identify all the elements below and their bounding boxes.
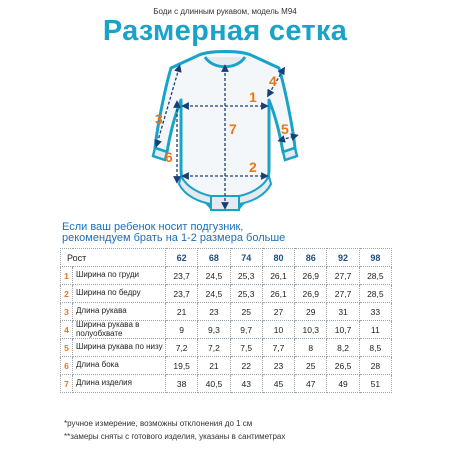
table-cell: 24,5 (197, 284, 231, 303)
product-subtitle: Боди с длинным рукавом, модель М94 (153, 7, 297, 16)
table-cell: 8,2 (326, 338, 360, 357)
table-cell: 7,5 (229, 338, 263, 357)
table-cell: 9 (164, 320, 199, 339)
diagram-label-5: 5 (281, 121, 289, 137)
right-cuff (281, 146, 299, 162)
table-row: 1 Ширина по груди 23,7 24,5 25,3 26,1 26,9 27,7… (60, 266, 393, 285)
table-cell: 49 (326, 374, 360, 393)
table-cell: 24,5 (197, 266, 231, 285)
row-label: Ширина по груди (72, 266, 166, 285)
table-cell: 23 (261, 356, 296, 375)
table-cell: 10,3 (294, 320, 328, 339)
table-row: 6 Длина бока 19,5 21 22 23 25 26,5 28 (60, 356, 393, 375)
bodysuit-diagram: 1 2 3 4 5 6 7 (151, 50, 299, 211)
table-cell: 25 (229, 302, 263, 321)
table-cell: 26,1 (261, 284, 296, 303)
table-cell: 7,2 (164, 338, 199, 357)
table-cell: 25,3 (229, 284, 263, 303)
table-cell: 10 (261, 320, 296, 339)
table-row: 3 Длина рукава 21 23 25 27 29 31 33 (60, 302, 393, 321)
table-cell: 43 (229, 374, 263, 393)
table-cell: 26,9 (294, 266, 328, 285)
size-header-row: Рост 62 68 74 80 86 92 98 (60, 248, 393, 267)
table-cell: 33 (358, 302, 393, 321)
arrow-sleeve-length (154, 64, 182, 148)
table-cell: 38 (164, 374, 199, 393)
row-number: 2 (60, 284, 73, 303)
table-cell: 40,5 (197, 374, 231, 393)
table-cell: 26,9 (294, 284, 328, 303)
left-cuff (151, 146, 169, 162)
size-col-header: 68 (197, 248, 231, 267)
table-cell: 23 (197, 302, 231, 321)
diagram-label-2: 2 (249, 159, 257, 175)
table-cell: 23,7 (164, 266, 199, 285)
row-label: Длина рукава (72, 302, 166, 321)
table-cell: 22 (229, 356, 263, 375)
table-row: 5 Ширина рукава по низу 7,2 7,2 7,5 7,7 8 8,2 8,… (60, 338, 393, 357)
table-cell: 9,7 (229, 320, 263, 339)
size-col-header: 74 (229, 248, 263, 267)
row-number: 3 (60, 302, 73, 321)
size-table: Рост 62 68 74 80 86 92 98 1 Ширина по гру… (60, 248, 393, 393)
footnote-finished-item: **замеры сняты с готового изделия, указа… (64, 432, 286, 441)
diagram-label-6: 6 (165, 149, 173, 165)
table-cell: 21 (197, 356, 231, 375)
table-cell: 10,7 (326, 320, 360, 339)
table-cell: 8,5 (358, 338, 393, 357)
size-col-header: 86 (294, 248, 328, 267)
row-label: Длина бока (72, 356, 166, 375)
size-col-header: 92 (326, 248, 360, 267)
diaper-note-line2: рекомендуем брать на 1-2 размера больше (62, 232, 286, 244)
table-cell: 45 (261, 374, 296, 393)
arrow-sleeve-cuff (277, 133, 299, 143)
table-row: 7 Длина изделия 38 40,5 43 45 47 49 51 (60, 374, 393, 393)
size-col-header: 80 (261, 248, 296, 267)
table-cell: 7,2 (197, 338, 231, 357)
table-cell: 28 (358, 356, 393, 375)
diagram-label-4: 4 (269, 73, 277, 89)
table-cell: 28,5 (358, 284, 393, 303)
footnote-manual-measure: *ручное измерение, возможны отклонения д… (64, 419, 253, 428)
table-cell: 8 (294, 338, 328, 357)
table-cell: 26,5 (326, 356, 360, 375)
row-label: Ширина рукава в полуобхвате (72, 320, 166, 339)
table-cell: 11 (358, 320, 393, 339)
height-header: Рост (60, 248, 166, 267)
table-cell: 27 (261, 302, 296, 321)
row-number: 7 (60, 374, 73, 393)
page-title: Размерная сетка (102, 15, 348, 47)
table-cell: 25 (294, 356, 328, 375)
table-cell: 31 (326, 302, 360, 321)
size-col-header: 98 (358, 248, 393, 267)
row-label: Длина изделия (72, 374, 166, 393)
size-col-header: 62 (164, 248, 199, 267)
row-label: Ширина рукава по низу (72, 338, 166, 357)
table-row: 2 Ширина по бедру 23,7 24,5 25,3 26,1 26,9 27,7… (60, 284, 393, 303)
row-label: Ширина по бедру (72, 284, 166, 303)
table-row: 4 Ширина рукава в полуобхвате 9 9,3 9,7 10 10,… (60, 320, 393, 339)
table-cell: 9,3 (197, 320, 231, 339)
table-cell: 25,3 (229, 266, 263, 285)
row-number: 5 (60, 338, 73, 357)
table-cell: 27,7 (326, 266, 360, 285)
table-cell: 27,7 (326, 284, 360, 303)
table-cell: 7,7 (261, 338, 296, 357)
diagram-label-1: 1 (249, 89, 257, 105)
table-cell: 23,7 (164, 284, 199, 303)
row-number: 6 (60, 356, 73, 375)
table-cell: 29 (294, 302, 328, 321)
diaper-note-line1: Если ваш ребенок носит подгузник, (62, 221, 244, 233)
row-number: 4 (60, 320, 73, 339)
diaper-note: Если ваш ребенок носит подгузник, рекоме… (62, 222, 285, 244)
table-cell: 26,1 (261, 266, 296, 285)
table-cell: 51 (358, 374, 393, 393)
table-cell: 21 (164, 302, 199, 321)
table-cell: 47 (294, 374, 328, 393)
table-cell: 28,5 (358, 266, 393, 285)
diagram-label-7: 7 (229, 121, 237, 137)
diagram-label-3: 3 (155, 111, 163, 127)
row-number: 1 (60, 266, 73, 285)
table-cell: 19,5 (164, 356, 199, 375)
